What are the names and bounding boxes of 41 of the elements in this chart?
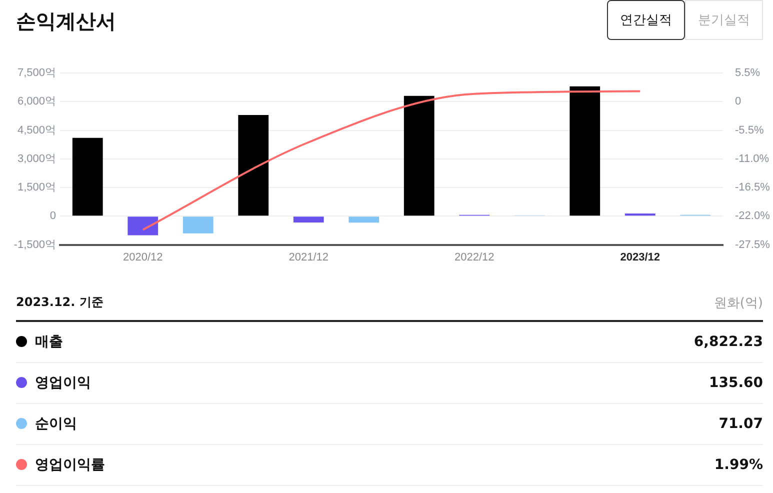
bar: [128, 216, 158, 236]
x-tick-label: 2023/12: [620, 251, 660, 264]
y-tick-label: 0: [50, 210, 56, 222]
x-tick-label: 2021/12: [288, 251, 329, 264]
legend-label: 순이익: [34, 415, 77, 433]
bar: [624, 213, 656, 216]
line-series: [142, 90, 642, 231]
text: 6,822.23: [694, 334, 763, 350]
text: 71.07: [718, 416, 763, 432]
y-tick-label: -1,500억: [14, 238, 56, 251]
y-tick-label: 4,500억: [17, 124, 56, 136]
legend-label: 영업이익률: [34, 456, 105, 474]
bar: [348, 216, 380, 223]
text: 1.99%: [714, 457, 763, 473]
y-tick-label: 1,500억: [17, 182, 56, 194]
y2-tick-label: 5.5%: [735, 67, 760, 80]
text: 연간실적: [607, 0, 685, 40]
text: 분기실적: [685, 0, 763, 40]
chart-title: 손익계산서: [16, 8, 116, 35]
y-tick-label: 7,500억: [17, 67, 56, 80]
bar: [293, 216, 324, 222]
bar: [404, 96, 434, 216]
x-tick-label: 2020/12: [122, 251, 163, 264]
bar: [182, 216, 214, 234]
text: 2023.12. 기준: [16, 294, 104, 311]
y2-tick-label: 0: [735, 96, 742, 108]
legend-label: 매출: [34, 333, 63, 351]
legend-label: 영업이익: [34, 374, 91, 392]
y-tick-label: 6,000억: [17, 96, 56, 108]
bar: [570, 86, 600, 216]
text: 원화(억): [714, 295, 763, 313]
text: 135.60: [708, 375, 763, 391]
y-tick-label: 3,000억: [17, 152, 56, 165]
y2-tick-label: -11.0%: [735, 152, 770, 165]
y2-tick-label: -5.5%: [735, 124, 764, 136]
y2-tick-label: -27.5%: [735, 238, 770, 251]
y2-tick-label: -22.0%: [735, 210, 770, 222]
bar: [238, 114, 269, 216]
x-tick-label: 2022/12: [454, 251, 494, 264]
bar: [72, 138, 103, 216]
y2-tick-label: -16.5%: [735, 182, 770, 194]
